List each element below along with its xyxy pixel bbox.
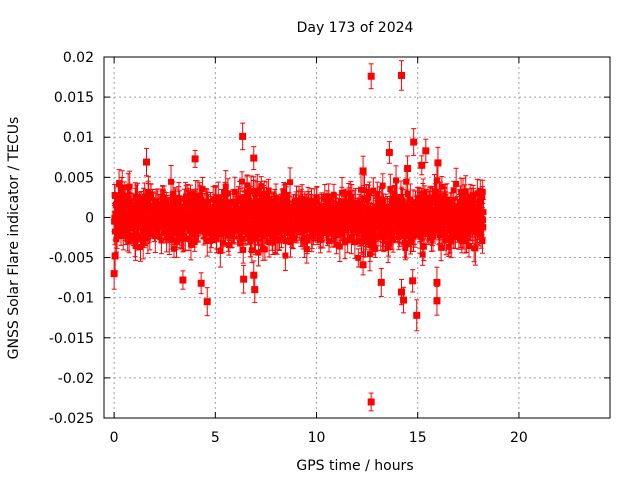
y-tick-label: 0.01	[63, 130, 94, 146]
data-points	[110, 60, 487, 412]
y-tick-label: -0.015	[49, 331, 94, 347]
y-tick-label: -0.02	[58, 371, 94, 387]
x-tick-label: 10	[308, 430, 326, 446]
y-tick-label: -0.005	[49, 251, 94, 267]
axis-tick-labels: 0.02 0.015 0.01 0.005 0 -0.005 -0.01 -0.015 -0.0…	[49, 50, 528, 446]
chart-title: Day 173 of 2024	[297, 20, 414, 36]
x-tick-label: 0	[110, 430, 119, 446]
data-point	[251, 276, 259, 304]
data-point	[359, 155, 367, 187]
data-point	[239, 122, 247, 151]
plot-frame	[103, 56, 611, 419]
data-point	[433, 286, 441, 316]
data-point	[385, 141, 393, 164]
x-tick-label: 5	[211, 430, 220, 446]
y-tick-label: -0.025	[49, 411, 94, 427]
data-point	[359, 254, 367, 276]
x-tick-label: 20	[510, 430, 528, 446]
data-point	[179, 270, 187, 290]
data-point	[367, 392, 375, 412]
y-tick-label: 0	[85, 210, 94, 226]
data-point	[409, 269, 417, 293]
data-point	[240, 264, 248, 294]
data-point	[203, 287, 211, 317]
y-axis-label: GNSS Solar Flare indicator / TECUs	[6, 117, 22, 360]
data-point	[404, 155, 412, 182]
data-point	[287, 167, 294, 198]
data-point	[377, 267, 385, 297]
data-point	[410, 128, 418, 156]
data-point	[191, 149, 199, 168]
data-point	[418, 155, 426, 176]
data-point	[111, 239, 119, 273]
y-tick-label: 0.015	[54, 90, 94, 106]
y-tick-label: 0.005	[54, 170, 94, 186]
data-point	[372, 239, 379, 258]
data-point	[413, 299, 421, 332]
data-point	[366, 181, 373, 203]
y-tick-label: -0.01	[58, 291, 94, 307]
y-tick-label: 0.02	[63, 50, 94, 66]
data-point	[197, 272, 205, 295]
data-point	[367, 63, 375, 90]
data-point	[400, 286, 408, 314]
data-point	[398, 60, 406, 91]
data-point	[422, 138, 430, 164]
data-point	[143, 147, 151, 177]
x-tick-label: 15	[409, 430, 427, 446]
x-axis-label: GPS time / hours	[296, 458, 413, 474]
data-point	[434, 146, 442, 179]
axis-ticks	[104, 56, 610, 419]
data-point	[480, 199, 487, 226]
data-point	[250, 146, 258, 171]
